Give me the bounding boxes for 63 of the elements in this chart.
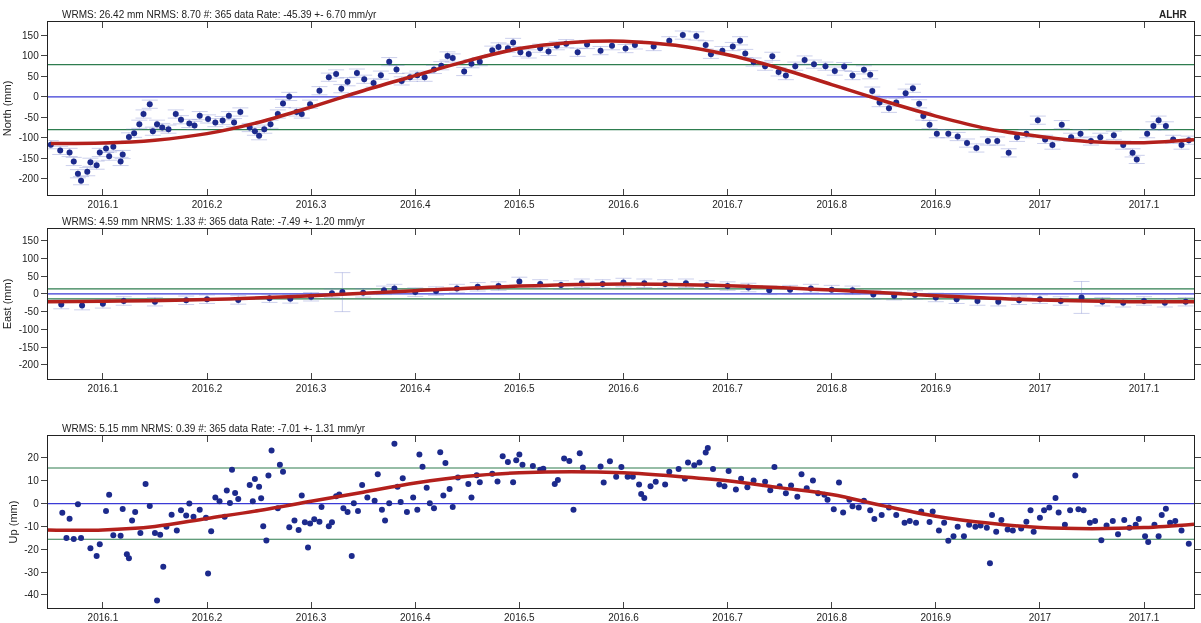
y-tick-label: 50 (27, 270, 40, 282)
y-tick-label: -10 (24, 520, 40, 532)
y-tick-label: -200 (18, 173, 40, 185)
x-tick-label: 2017 (1028, 612, 1052, 623)
y-tick-label: -100 (18, 323, 40, 335)
y-axis-title: North (mm) (1, 80, 14, 137)
text: WRMS: 4.59 mm NRMS: 1.33 #: 365 data Rate: -7.49 +- 1.20 mm/yr (62, 216, 366, 227)
x-tick-label: 2016.9 (920, 612, 952, 623)
x-tick-label: 2016.5 (504, 383, 536, 394)
x-tick-label: 2016.7 (712, 612, 744, 623)
x-tick-label: 2016.8 (816, 612, 848, 623)
y-tick-label: -50 (24, 111, 40, 123)
y-tick-label: 0 (33, 91, 40, 103)
y-tick-label: -40 (24, 589, 40, 601)
y-tick-label: -150 (18, 341, 40, 353)
y-tick-label: 20 (27, 452, 40, 464)
x-tick-label: 2017.1 (1128, 612, 1160, 623)
y-axis-title: Up (mm) (6, 500, 19, 544)
y-tick-label: -100 (18, 132, 40, 144)
x-tick-label: 2016.2 (191, 199, 223, 210)
x-tick-label: 2016.2 (191, 383, 223, 394)
x-tick-label: 2016.5 (504, 612, 536, 623)
x-tick-label: 2016.2 (191, 612, 223, 623)
y-tick-label: -200 (18, 359, 40, 371)
x-tick-label: 2016.4 (399, 199, 431, 210)
y-tick-label: 50 (27, 70, 40, 82)
x-tick-label: 2016.9 (920, 199, 952, 210)
x-tick-label: 2016.6 (608, 383, 640, 394)
y-tick-label: -30 (24, 566, 40, 578)
y-tick-label: -50 (24, 306, 40, 318)
x-tick-label: 2016.3 (295, 199, 327, 210)
x-tick-label: 2016.8 (816, 383, 848, 394)
text: WRMS: 26.42 mm NRMS: 8.70 #: 365 data Rate: -45.39 +- 6.70 mm/yr (62, 9, 377, 20)
x-tick-label: 2016.8 (816, 199, 848, 210)
x-tick-label: 2016.7 (712, 383, 744, 394)
x-tick-label: 2016.1 (87, 199, 119, 210)
y-tick-label: -150 (18, 152, 40, 164)
y-tick-label: 100 (22, 50, 40, 62)
x-tick-label: 2016.1 (87, 612, 119, 623)
x-tick-label: 2016.3 (295, 612, 327, 623)
x-tick-label: 2016.1 (87, 383, 119, 394)
y-tick-label: 0 (33, 498, 40, 510)
y-tick-label: 10 (27, 475, 40, 487)
y-tick-label: 0 (33, 288, 40, 300)
x-tick-label: 2017 (1028, 199, 1052, 210)
x-tick-label: 2017 (1028, 383, 1052, 394)
x-tick-label: 2016.4 (399, 383, 431, 394)
y-tick-label: 150 (22, 235, 40, 247)
x-tick-label: 2017.1 (1128, 383, 1160, 394)
x-tick-label: 2016.6 (608, 612, 640, 623)
x-tick-label: 2017.1 (1128, 199, 1160, 210)
y-tick-label: 100 (22, 252, 40, 264)
x-tick-label: 2016.7 (712, 199, 744, 210)
x-tick-label: 2016.3 (295, 383, 327, 394)
text: WRMS: 5.15 mm NRMS: 0.39 #: 365 data Rate: -7.01 +- 1.31 mm/yr (62, 423, 366, 434)
y-tick-label: 150 (22, 30, 40, 41)
x-tick-label: 2016.9 (920, 383, 952, 394)
x-tick-label: 2016.5 (504, 199, 536, 210)
y-tick-label: -20 (24, 543, 40, 555)
x-tick-label: 2016.6 (608, 199, 640, 210)
y-axis-title: East (mm) (1, 278, 14, 330)
text: ALHR (1159, 9, 1188, 20)
x-tick-label: 2016.4 (399, 612, 431, 623)
